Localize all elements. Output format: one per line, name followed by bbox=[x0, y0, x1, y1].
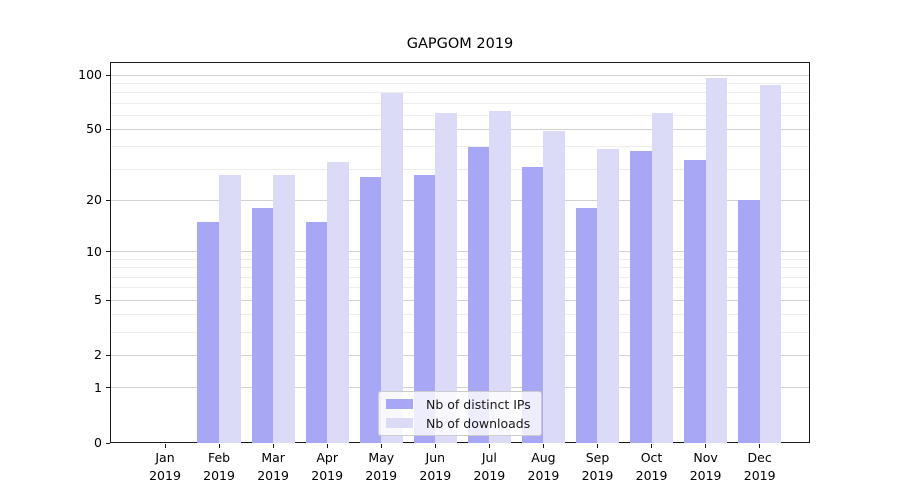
y-axis-tick-label: 2 bbox=[94, 347, 102, 363]
minor-gridline bbox=[111, 276, 809, 278]
major-gridline bbox=[111, 387, 809, 389]
minor-gridline bbox=[111, 314, 809, 316]
x-tick-mark bbox=[759, 444, 761, 448]
legend-label-distinct-ips: Nb of distinct IPs bbox=[426, 396, 531, 412]
y-tick-mark bbox=[106, 74, 110, 76]
minor-gridline bbox=[111, 267, 809, 269]
major-gridline bbox=[111, 128, 809, 130]
y-axis-tick-label: 100 bbox=[78, 67, 102, 82]
y-axis-tick-label: 5 bbox=[94, 292, 102, 308]
major-gridline bbox=[111, 299, 809, 301]
bar-downloads-nov bbox=[705, 78, 728, 443]
bar-downloads-oct bbox=[651, 112, 674, 443]
bar-distinct-ips-may bbox=[359, 177, 382, 443]
x-axis-tick-label: Mar 2019 bbox=[257, 450, 290, 483]
minor-gridline bbox=[111, 331, 809, 333]
bar-downloads-aug bbox=[543, 131, 565, 443]
y-axis-tick-label: 1 bbox=[94, 379, 102, 395]
x-tick-mark bbox=[488, 444, 490, 448]
chart-title: GAPGOM 2019 bbox=[406, 36, 514, 52]
y-tick-mark bbox=[106, 299, 110, 301]
bar-distinct-ips-aug bbox=[521, 166, 544, 443]
bar-distinct-ips-dec bbox=[738, 200, 760, 443]
y-tick-mark bbox=[106, 199, 110, 201]
major-gridline bbox=[111, 251, 809, 253]
legend-swatch-downloads bbox=[386, 418, 413, 428]
major-gridline bbox=[111, 354, 809, 356]
x-tick-mark bbox=[651, 444, 653, 448]
minor-gridline bbox=[111, 102, 809, 104]
major-gridline bbox=[111, 199, 809, 201]
x-axis-tick-label: Nov 2019 bbox=[689, 450, 722, 483]
bar-distinct-ips-sep bbox=[575, 208, 598, 443]
y-axis-tick-label: 0 bbox=[94, 435, 102, 450]
minor-gridline bbox=[111, 168, 809, 170]
bar-distinct-ips-feb bbox=[197, 221, 220, 443]
y-axis-tick-label: 20 bbox=[86, 192, 102, 208]
x-tick-mark bbox=[705, 444, 707, 448]
minor-gridline bbox=[111, 82, 809, 84]
x-tick-mark bbox=[596, 444, 598, 448]
bar-distinct-ips-oct bbox=[629, 150, 652, 443]
x-axis-tick-label: Sep 2019 bbox=[581, 450, 614, 483]
major-gridline bbox=[111, 74, 809, 76]
legend-item-downloads: Nb of downloads bbox=[386, 416, 533, 431]
x-axis-tick-label: Jul 2019 bbox=[473, 450, 506, 483]
x-tick-mark bbox=[380, 444, 382, 448]
bar-downloads-jul bbox=[489, 111, 511, 443]
x-axis-tick-label: Feb 2019 bbox=[203, 450, 235, 483]
bar-distinct-ips-jun bbox=[413, 174, 436, 443]
x-tick-mark bbox=[434, 444, 436, 448]
bar-distinct-ips-jul bbox=[467, 146, 490, 443]
y-tick-mark bbox=[106, 354, 110, 356]
x-axis-tick-label: May 2019 bbox=[365, 450, 398, 483]
x-axis-tick-label: Aug 2019 bbox=[527, 450, 560, 483]
minor-gridline bbox=[111, 114, 809, 116]
bar-downloads-jun bbox=[435, 112, 457, 443]
bar-downloads-apr bbox=[327, 161, 349, 443]
y-tick-mark bbox=[106, 387, 110, 389]
x-axis-tick-label: Oct 2019 bbox=[635, 450, 668, 483]
y-axis-tick-label: 10 bbox=[86, 243, 102, 259]
minor-gridline bbox=[111, 287, 809, 289]
bar-distinct-ips-mar bbox=[251, 208, 274, 443]
x-tick-mark bbox=[542, 444, 544, 448]
legend-swatch-distinct-ips bbox=[386, 399, 413, 409]
bar-downloads-may bbox=[381, 92, 403, 443]
minor-gridline bbox=[111, 92, 809, 94]
x-axis-tick-label: Jun 2019 bbox=[419, 450, 452, 483]
legend-label-downloads: Nb of downloads bbox=[426, 415, 531, 431]
minor-gridline bbox=[111, 146, 809, 148]
x-axis-tick-label: Apr 2019 bbox=[311, 450, 344, 483]
bar-distinct-ips-apr bbox=[305, 221, 328, 443]
legend: Nb of distinct IPs Nb of downloads bbox=[378, 391, 542, 436]
x-tick-mark bbox=[164, 444, 166, 448]
y-tick-mark bbox=[106, 442, 110, 444]
x-axis-tick-label: Jan 2019 bbox=[149, 450, 181, 483]
x-tick-mark bbox=[272, 444, 274, 448]
y-axis-tick-label: 50 bbox=[86, 121, 102, 137]
x-tick-mark bbox=[218, 444, 220, 448]
y-tick-mark bbox=[106, 251, 110, 253]
bar-downloads-sep bbox=[597, 148, 620, 443]
bar-downloads-feb bbox=[219, 174, 241, 443]
y-tick-mark bbox=[106, 128, 110, 130]
x-axis-tick-label: Dec 2019 bbox=[743, 450, 776, 483]
x-tick-mark bbox=[326, 444, 328, 448]
bar-downloads-mar bbox=[273, 174, 295, 443]
minor-gridline bbox=[111, 258, 809, 260]
bar-downloads-dec bbox=[759, 85, 782, 443]
legend-item-distinct-ips: Nb of distinct IPs bbox=[386, 397, 533, 412]
bar-distinct-ips-nov bbox=[684, 159, 706, 443]
